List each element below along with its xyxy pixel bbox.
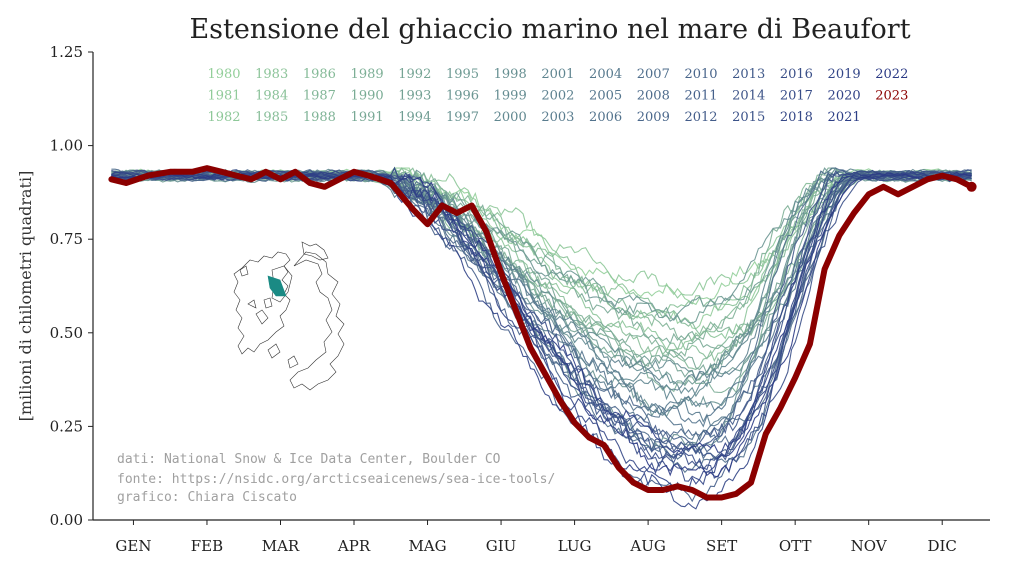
legend-entry-1989: 1989: [351, 67, 384, 82]
legend-entry-2012: 2012: [684, 110, 717, 125]
series-line-2006: [111, 171, 972, 442]
y-tick-label: 1.25: [50, 43, 83, 61]
legend-entry-2001: 2001: [541, 67, 574, 82]
series-line-2000: [111, 166, 972, 398]
legend-entry-2002: 2002: [541, 89, 574, 104]
legend-entry-2006: 2006: [589, 110, 622, 125]
legend-entry-1981: 1981: [207, 89, 240, 104]
legend-entry-1994: 1994: [398, 110, 431, 125]
series-line-2020: [111, 171, 972, 492]
legend-entry-2020: 2020: [828, 89, 861, 104]
legend-entry-1991: 1991: [351, 110, 384, 125]
x-tick-label: NOV: [851, 537, 888, 555]
credit-data: dati: National Snow & Ice Data Center, B…: [117, 452, 501, 467]
legend-entry-2011: 2011: [684, 89, 717, 104]
series-line-2014: [111, 172, 972, 453]
series-group: [108, 165, 977, 510]
legend-entry-1992: 1992: [398, 67, 431, 82]
y-tick-label: 1.00: [50, 137, 83, 155]
x-axis: GEN FEB MAR APR MAG GIU LUG AUG SET OTT NOV DIC: [115, 520, 957, 555]
legend-entry-1987: 1987: [303, 89, 336, 104]
legend-entry-2007: 2007: [637, 67, 670, 82]
legend-entry-1993: 1993: [398, 89, 431, 104]
legend-entry-2014: 2014: [732, 89, 765, 104]
x-tick-label: FEB: [191, 537, 223, 555]
series-line-2010: [111, 175, 972, 460]
legend-entry-2016: 2016: [780, 67, 813, 82]
legend-entry-2005: 2005: [589, 89, 622, 104]
legend-entry-2023: 2023: [875, 89, 908, 104]
legend-entry-2000: 2000: [494, 110, 527, 125]
y-axis: 0.00 0.25 0.50 0.75 1.00 1.25: [50, 43, 93, 529]
legend-entry-1983: 1983: [255, 67, 288, 82]
x-tick-label: LUG: [558, 537, 592, 555]
series-line-1990: [111, 167, 972, 394]
chart-title: Estensione del ghiaccio marino nel mare …: [189, 14, 910, 45]
x-tick-label: GIU: [486, 537, 517, 555]
legend-entry-1988: 1988: [303, 110, 336, 125]
x-tick-label: SET: [706, 537, 737, 555]
legend-entry-2013: 2013: [732, 67, 765, 82]
legend-entry-1995: 1995: [446, 67, 479, 82]
x-tick-label: MAG: [408, 537, 446, 555]
x-tick-label: OTT: [779, 537, 812, 555]
legend-entry-1986: 1986: [303, 67, 336, 82]
credit-author: grafico: Chiara Ciscato: [117, 490, 297, 505]
y-tick-label: 0.75: [50, 230, 83, 248]
legend-entry-2021: 2021: [828, 110, 861, 125]
legend-entry-1984: 1984: [255, 89, 288, 104]
series-line-1998: [111, 175, 972, 452]
legend-entry-2017: 2017: [780, 89, 813, 104]
legend-entry-2022: 2022: [875, 67, 908, 82]
legend-entry-2008: 2008: [637, 89, 670, 104]
series-end-marker-2023: [966, 181, 977, 192]
arctic-map-icon: [233, 241, 345, 391]
y-axis-label: [milioni di chilometri quadrati]: [16, 171, 35, 422]
x-tick-label: GEN: [115, 537, 151, 555]
y-tick-label: 0.25: [50, 417, 83, 435]
legend-entry-2010: 2010: [684, 67, 717, 82]
legend-entry-2019: 2019: [828, 67, 861, 82]
legend-entry-2009: 2009: [637, 110, 670, 125]
x-tick-label: DIC: [927, 537, 956, 555]
legend-entry-1990: 1990: [351, 89, 384, 104]
legend-entry-1980: 1980: [207, 67, 240, 82]
y-tick-label: 0.00: [50, 511, 83, 529]
legend-entry-1998: 1998: [494, 67, 527, 82]
legend: 1980 1981 1982 1983 1984 1985 1986 1987 1988 1989…: [207, 67, 908, 125]
x-tick-label: MAR: [262, 537, 300, 555]
legend-entry-1982: 1982: [207, 110, 240, 125]
legend-entry-2018: 2018: [780, 110, 813, 125]
legend-entry-1985: 1985: [255, 110, 288, 125]
credit-source: fonte: https://nsidc.org/arcticseaicenew…: [117, 472, 555, 487]
series-line-2011: [111, 170, 972, 455]
legend-entry-2003: 2003: [541, 110, 574, 125]
x-tick-label: APR: [337, 537, 371, 555]
x-tick-label: AUG: [629, 537, 665, 555]
y-tick-label: 0.50: [50, 324, 83, 342]
series-line-2023: [108, 165, 975, 501]
legend-entry-2015: 2015: [732, 110, 765, 125]
legend-entry-1999: 1999: [494, 89, 527, 104]
legend-entry-2004: 2004: [589, 67, 622, 82]
legend-entry-1997: 1997: [446, 110, 479, 125]
legend-entry-1996: 1996: [446, 89, 479, 104]
